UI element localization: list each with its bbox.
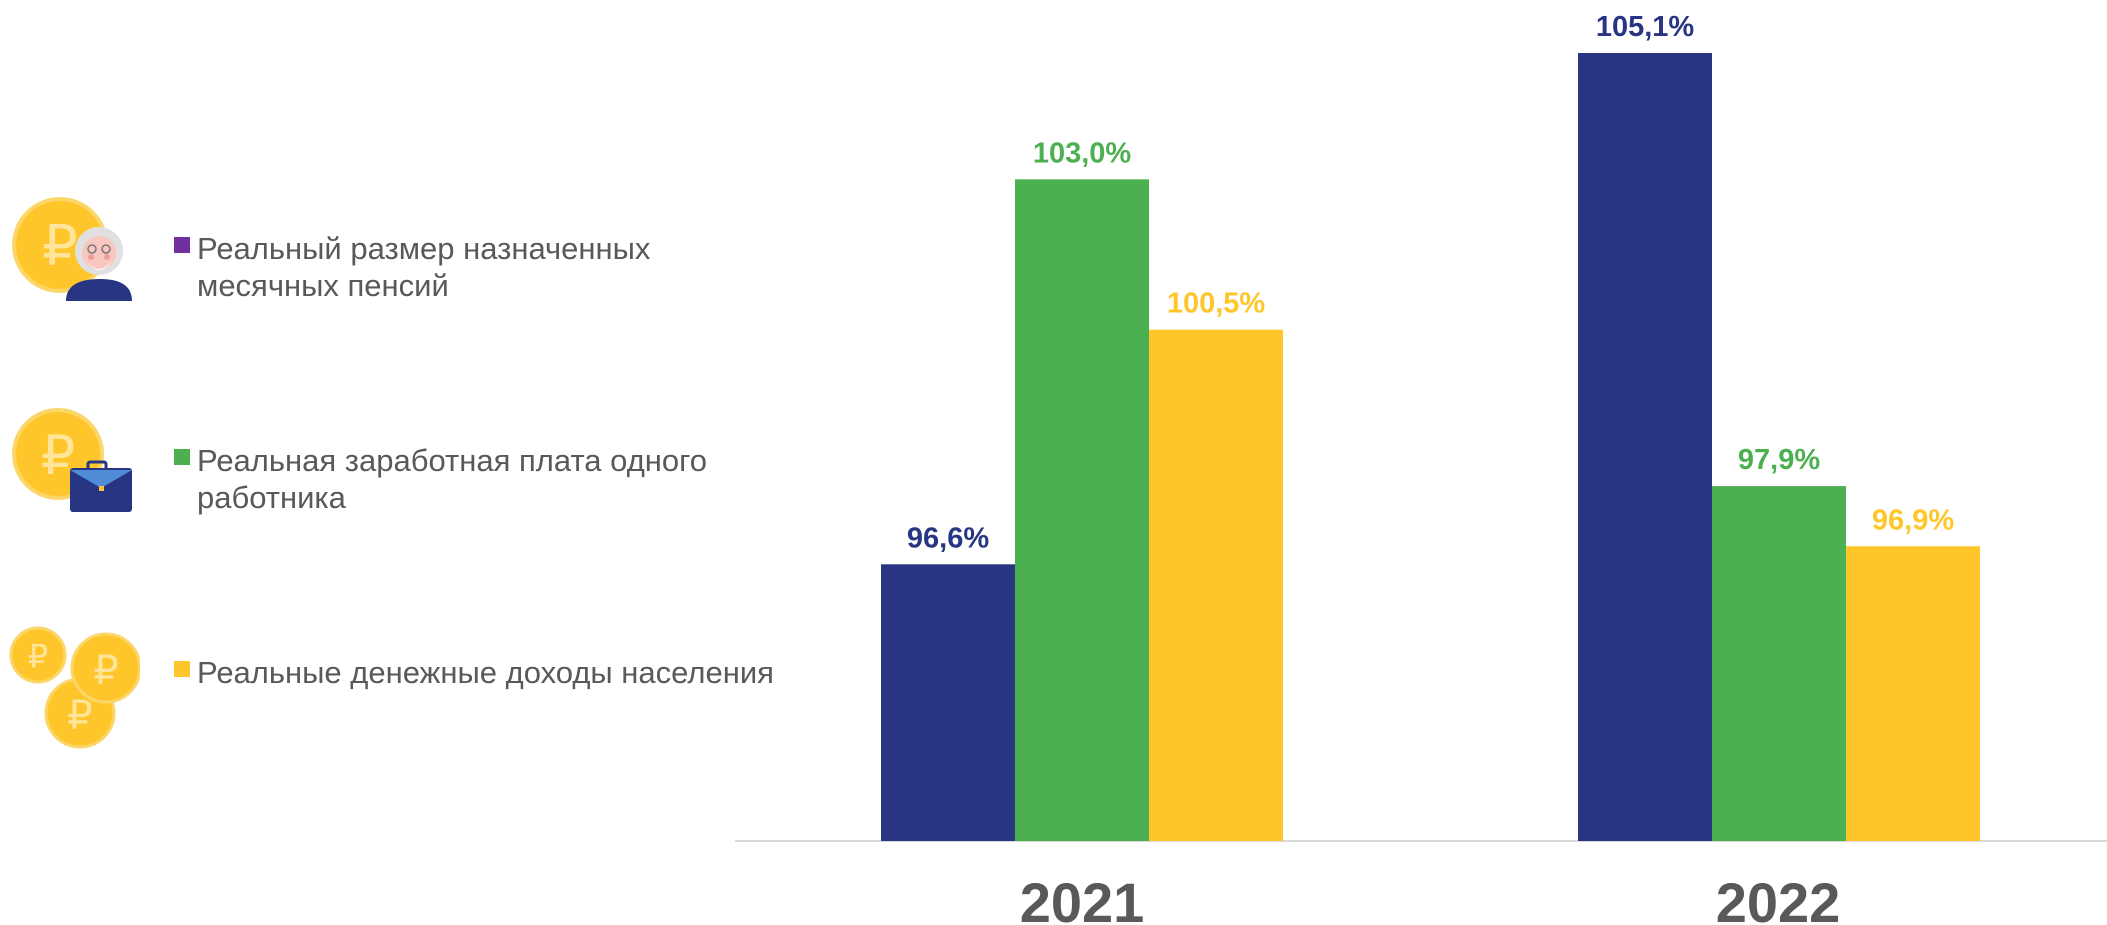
svg-text:₽: ₽ (41, 424, 75, 487)
legend-item-pensions: ₽ Реальный размер назначенных месячных п… (0, 190, 800, 303)
svg-text:₽: ₽ (28, 637, 48, 675)
legend-item-wages: ₽ Реальная заработная плата одного работ… (0, 402, 800, 515)
bar-2021-series-1 (881, 564, 1015, 841)
category-label-2021: 2021 (1020, 871, 1145, 925)
pensioner-coin-icon: ₽ (12, 197, 132, 301)
data-label-2021-series-2: 103,0% (1033, 137, 1132, 169)
legend-label-incomes: Реальные денежные доходы населения (197, 655, 774, 690)
bar-2021-series-2 (1015, 179, 1149, 841)
data-label-2021-series-3: 100,5% (1167, 288, 1266, 320)
coins-stack-icon: ₽ ₽ ₽ (9, 626, 140, 749)
bar-2022-series-1 (1578, 53, 1712, 841)
chart-legend: ₽ Реальный размер назначенных месячных п… (0, 0, 800, 925)
category-label-2022: 2022 (1716, 871, 1841, 925)
data-label-2022-series-2: 97,9% (1738, 444, 1820, 476)
data-label-2021-series-1: 96,6% (907, 522, 989, 554)
legend-label-pensions: Реальный размер назначенных месячных пен… (197, 231, 651, 303)
bar-2022-series-2 (1712, 486, 1846, 841)
data-label-2022-series-3: 96,9% (1872, 504, 1954, 536)
bar-2021-series-3 (1149, 329, 1283, 841)
legend-swatch-wages (174, 449, 190, 465)
legend-label-wages: Реальная заработная плата одного работни… (197, 443, 708, 515)
svg-text:₽: ₽ (93, 648, 118, 694)
data-label-2022-series-1: 105,1% (1596, 11, 1695, 43)
svg-text:₽: ₽ (67, 693, 92, 739)
briefcase-coin-icon: ₽ (12, 408, 132, 512)
svg-text:₽: ₽ (42, 214, 78, 279)
legend-swatch-pensions (174, 237, 190, 253)
bar-2022-series-3 (1846, 546, 1980, 841)
legend-item-incomes: ₽ ₽ ₽ Реальные денежные доходы населения (0, 625, 800, 750)
legend-swatch-incomes (174, 661, 190, 677)
